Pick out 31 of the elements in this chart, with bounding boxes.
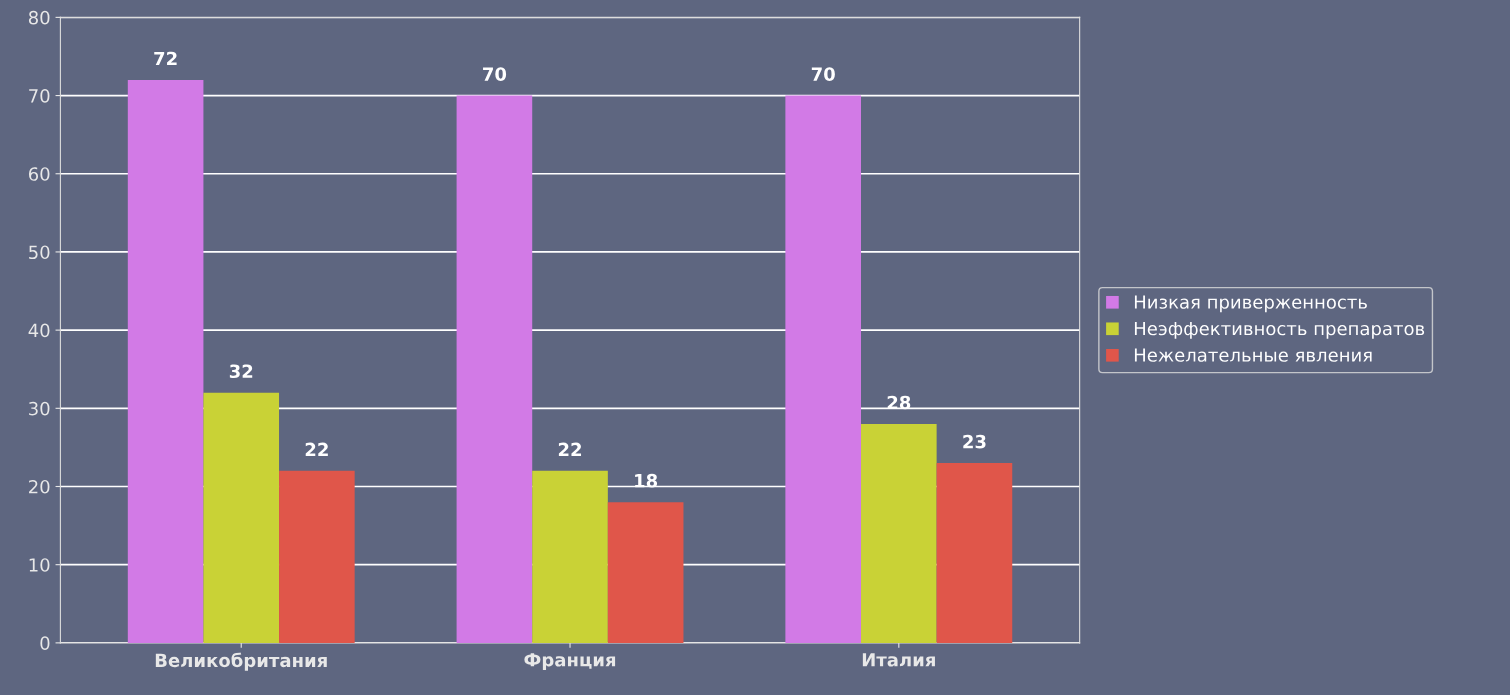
y-tick-label: 30 — [29, 401, 50, 416]
bar — [279, 470, 355, 643]
data-label: 70 — [811, 67, 835, 81]
y-tick-label: 80 — [28, 10, 50, 25]
y-tick-label: 60 — [28, 167, 50, 181]
data-label: 22 — [558, 442, 582, 456]
bar — [607, 502, 684, 643]
bar — [785, 95, 861, 643]
data-label: 22 — [305, 442, 328, 456]
x-tick-label: Великобритания — [155, 652, 327, 671]
bar — [456, 95, 533, 643]
legend-label: Нежелательные явления — [1134, 348, 1372, 362]
y-tick-label: 50 — [29, 245, 50, 260]
bar — [203, 392, 280, 643]
data-label: 32 — [229, 364, 253, 379]
y-tick-label: 0 — [40, 636, 50, 650]
bar — [532, 470, 608, 643]
bar — [936, 463, 1013, 643]
data-label: 72 — [154, 51, 177, 66]
y-tick-label: 70 — [29, 89, 50, 103]
y-tick-label: 40 — [28, 323, 50, 338]
bar — [127, 79, 204, 643]
bar — [861, 423, 937, 643]
legend-label: Неэффективность препаратов — [1134, 321, 1425, 339]
x-tick-label: Италия — [862, 653, 935, 667]
data-label: 70 — [483, 67, 507, 81]
x-tick-label: Франция — [524, 653, 616, 671]
legend-label: Низкая приверженность — [1134, 295, 1367, 313]
data-label: 23 — [963, 434, 986, 449]
y-tick-label: 20 — [29, 479, 50, 494]
y-tick-label: 10 — [29, 558, 50, 572]
